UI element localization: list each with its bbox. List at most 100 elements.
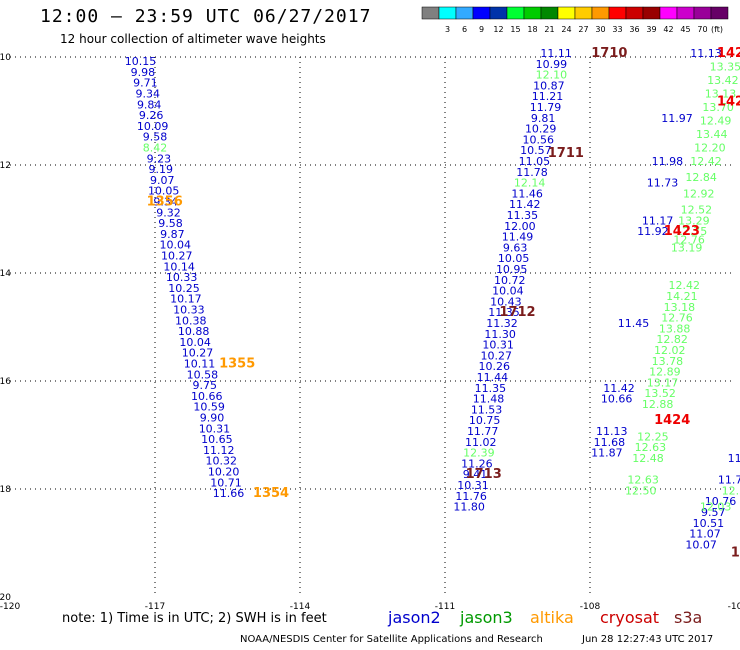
data-label-jason2: 10.71	[210, 476, 242, 489]
data-label-jason2: 10.33	[173, 304, 205, 317]
data-label-jason3: 13.18	[664, 301, 696, 314]
colorbar-label: 6	[462, 25, 467, 34]
data-label-jason2: 11.13	[690, 47, 722, 60]
data-label-jason2: 9.58	[143, 131, 168, 144]
data-label-jason3: 12.39	[463, 447, 495, 460]
data-label-jason2: 10.87	[533, 79, 565, 92]
x-tick-label: -114	[290, 602, 311, 612]
data-label-jason3: 12.48	[632, 452, 664, 465]
data-label-jason2: 11.02	[465, 436, 497, 449]
data-label-jason2: 10.14	[163, 260, 195, 273]
data-label-jason3: 13.35	[710, 61, 740, 74]
colorbar-label: 9	[479, 25, 484, 34]
data-label-jason3: 12.52	[681, 204, 713, 217]
data-label-jason3: 12.63	[627, 474, 659, 487]
colorbar-unit: (ft)	[711, 25, 723, 34]
legend-s3a: s3a	[674, 608, 703, 627]
colorbar-label: 70	[697, 25, 707, 34]
colorbar-label: 27	[578, 25, 588, 34]
data-label-jason2: 9.19	[149, 163, 174, 176]
data-label-jason3: 12.76	[673, 233, 705, 246]
data-label-jason2: 10.66	[191, 390, 223, 403]
data-label-jason2: 9.84	[137, 98, 162, 111]
data-label-jason2: 10.66	[601, 393, 633, 406]
data-label-jason3: 13.19	[671, 241, 703, 254]
colorbar-label: 12	[493, 25, 503, 34]
data-label-jason2: 10.07	[685, 538, 717, 551]
data-label-altika: 1355	[219, 357, 255, 372]
credit-text: NOAA/NESDIS Center for Satellite Applica…	[240, 634, 543, 645]
data-label-jason3: 13.88	[659, 322, 691, 335]
data-label-jason2: 10.56	[523, 133, 555, 146]
data-label-jason2: 11.44	[477, 371, 509, 384]
data-label-jason2: 9.23	[147, 152, 172, 165]
data-label-jason3: 13.42	[707, 74, 739, 87]
data-label-jason2: 11.05	[519, 155, 551, 168]
data-label-jason2: 10.05	[148, 185, 180, 198]
colorbar-label: 45	[680, 25, 690, 34]
data-label-jason2: 10.76	[705, 495, 737, 508]
data-label-jason3: 12.10	[536, 69, 568, 82]
data-label-jason2: 10.15	[125, 55, 157, 68]
data-label-jason2: 11.49	[502, 231, 534, 244]
data-label-altika: 1356	[147, 195, 183, 210]
colorbar-label: 33	[612, 25, 622, 34]
data-label-jason2: 9.07	[150, 174, 175, 187]
x-tick-label: -120	[0, 602, 20, 612]
data-label-jason2: 10.32	[205, 455, 237, 468]
data-label-jason2: 10.20	[208, 466, 240, 479]
data-label-jason3: 12.49	[700, 115, 732, 128]
colorbar-swatch	[557, 6, 576, 20]
data-label-jason3: 13.29	[678, 214, 710, 227]
data-label-jason3: 12.84	[685, 171, 717, 184]
data-label-jason2: 11.35	[475, 382, 507, 395]
grid-lines	[10, 56, 735, 597]
colorbar-swatch	[608, 6, 627, 20]
data-label-jason2: 10.59	[193, 401, 225, 414]
data-label-jason2: 9.26	[139, 109, 164, 122]
data-label-jason3: 12.42	[669, 279, 701, 292]
colorbar-swatch	[710, 6, 729, 20]
data-label-jason2: 10.25	[168, 282, 200, 295]
x-tick-label: -111	[435, 602, 455, 612]
colorbar-swatch	[693, 6, 712, 20]
data-label-jason2: 9.34	[153, 196, 178, 209]
data-label-jason2: 10.58	[187, 368, 219, 381]
data-label-jason2: 10.75	[469, 414, 501, 427]
data-label-jason2: 10.88	[178, 325, 210, 338]
y-tick-label: 18	[0, 485, 11, 495]
colorbar-swatch	[574, 6, 593, 20]
data-label-jason3: 12.88	[642, 398, 674, 411]
x-tick-label: -108	[580, 602, 601, 612]
colorbar-label: 18	[527, 25, 537, 34]
colorbar-legend: 3 6 9 12 15 18 21 24 27 30 33 36 39 42 45 70 (ft)	[421, 6, 729, 34]
colorbar-swatch	[421, 6, 440, 20]
data-label-jason2: 9.71	[133, 77, 158, 90]
data-label-jason2: 11.68	[594, 436, 626, 449]
data-label-jason2: 10.95	[496, 263, 528, 276]
data-label-cryosat: 1423	[664, 224, 700, 239]
data-label-jason2: 10.43	[490, 295, 522, 308]
data-label-s3a: 18	[731, 546, 740, 561]
colorbar-label: 39	[646, 25, 656, 34]
data-label-cryosat: 1424	[654, 413, 690, 428]
colorbar-swatch	[506, 6, 525, 20]
data-label-jason2: 9.41	[463, 468, 488, 481]
data-label-jason2: 11.21	[532, 90, 564, 103]
data-label-jason2: 10.04	[179, 336, 211, 349]
data-label-jason2: 9.87	[160, 228, 185, 241]
data-label-jason2: 10.04	[492, 285, 524, 298]
data-label-jason2: 10.27	[182, 347, 214, 360]
data-label-jason2: 9.90	[200, 412, 225, 425]
colorbar-label: 36	[629, 25, 639, 34]
y-tick-label: 12	[0, 161, 11, 171]
data-label-jason2: 10.51	[693, 517, 725, 530]
legend-altika: altika	[530, 608, 574, 627]
data-label-jason2: 10.29	[525, 123, 557, 136]
y-tick-label: 10	[0, 53, 11, 63]
legend-jason2: jason2	[388, 608, 441, 627]
data-label-jason2: 10.27	[480, 349, 512, 362]
data-label-jason2: 11.13	[596, 425, 628, 438]
data-label-jason2: 11.92	[637, 225, 669, 238]
data-label-jason2: 11.12	[203, 444, 235, 457]
